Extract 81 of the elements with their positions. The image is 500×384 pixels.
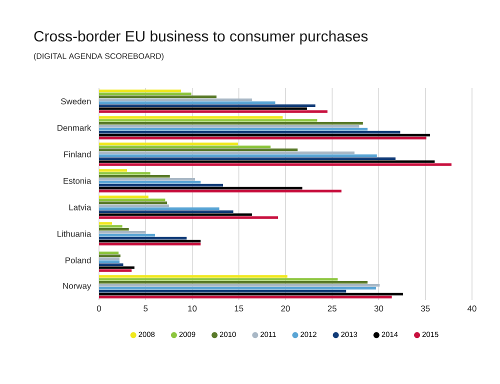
bar — [99, 207, 220, 210]
y-tick-label: Sweden — [61, 98, 91, 104]
x-tick-label: 40 — [467, 306, 476, 312]
bar — [99, 284, 380, 287]
bar — [99, 154, 377, 158]
bar — [99, 230, 146, 234]
bar — [99, 254, 120, 258]
bar — [99, 104, 316, 107]
bar — [99, 110, 328, 113]
bar — [99, 101, 276, 104]
y-tick-label: Estonia — [64, 178, 92, 184]
bar — [99, 124, 360, 128]
bar — [99, 260, 120, 264]
bar — [99, 180, 201, 184]
bar — [99, 134, 430, 136]
chart-title: Cross-border EU business to consumer purchases — [34, 30, 368, 44]
bar — [99, 122, 363, 125]
bar — [99, 128, 368, 131]
bar — [99, 146, 271, 148]
y-tick-label: Poland — [66, 257, 91, 264]
y-tick-label: Lithuania — [58, 230, 92, 237]
y-tick-label: Finland — [64, 151, 91, 158]
bar — [99, 98, 252, 102]
x-tick-label: 0 — [96, 306, 102, 312]
y-tick-label: Denmark — [58, 124, 92, 131]
bar — [99, 252, 119, 254]
bar — [99, 296, 392, 298]
y-tick-label: Latvia — [69, 204, 92, 210]
bar — [99, 190, 342, 192]
y-tick-label: Norway — [63, 282, 92, 291]
bar — [99, 216, 278, 219]
bar — [99, 286, 376, 290]
bar — [99, 240, 201, 242]
bar — [99, 275, 288, 278]
x-tick-label: 20 — [281, 306, 290, 312]
bar — [99, 257, 120, 260]
bar — [99, 196, 148, 198]
bar — [99, 116, 283, 119]
bar — [99, 281, 368, 284]
bar — [99, 184, 224, 186]
bar — [99, 90, 182, 92]
bar — [99, 234, 155, 237]
bar — [99, 269, 132, 272]
bar — [99, 96, 216, 98]
bar — [99, 198, 166, 202]
bar — [99, 92, 192, 96]
bar — [99, 148, 298, 152]
bar — [99, 228, 129, 231]
bar — [99, 292, 403, 296]
x-tick-label: 5 — [144, 306, 148, 312]
bar — [99, 130, 400, 134]
bar — [99, 202, 168, 204]
bar — [99, 236, 187, 240]
bar — [99, 119, 318, 122]
bar — [99, 178, 196, 181]
bar — [99, 263, 124, 266]
bar — [99, 204, 169, 208]
bar — [99, 175, 170, 178]
bar — [99, 266, 134, 269]
bar — [99, 107, 307, 110]
bar — [99, 169, 127, 172]
x-tick-label: 15 — [234, 306, 244, 312]
bar — [99, 172, 150, 175]
bar — [99, 213, 252, 216]
bar — [99, 142, 238, 146]
bar — [99, 222, 112, 225]
bar — [99, 157, 396, 160]
x-tick-label: 10 — [188, 306, 197, 312]
x-tick-label: 25 — [328, 306, 336, 312]
bar — [99, 160, 435, 163]
x-tick-label: 30 — [374, 306, 384, 312]
bar — [99, 242, 201, 246]
x-tick-label: 35 — [420, 306, 430, 312]
bar — [99, 163, 452, 166]
bar — [99, 290, 346, 292]
bar — [99, 225, 122, 228]
bar — [99, 278, 338, 281]
bar — [99, 186, 302, 190]
bar — [99, 136, 426, 140]
bar — [99, 210, 234, 213]
bar — [99, 151, 355, 154]
